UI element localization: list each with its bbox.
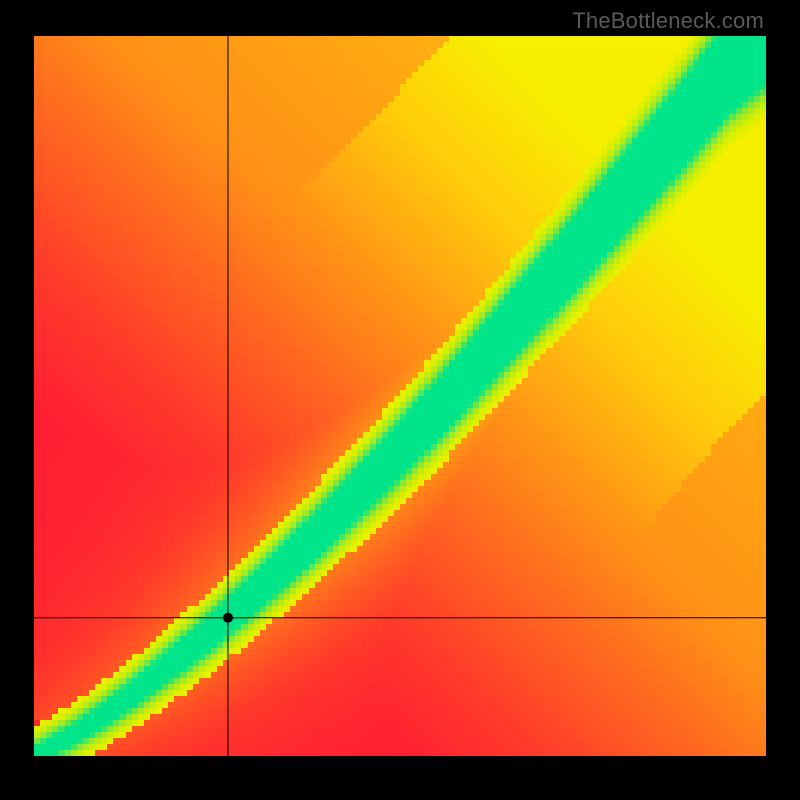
heatmap-plot [34, 36, 766, 756]
heatmap-overlay [34, 36, 766, 756]
watermark-text: TheBottleneck.com [572, 8, 764, 34]
